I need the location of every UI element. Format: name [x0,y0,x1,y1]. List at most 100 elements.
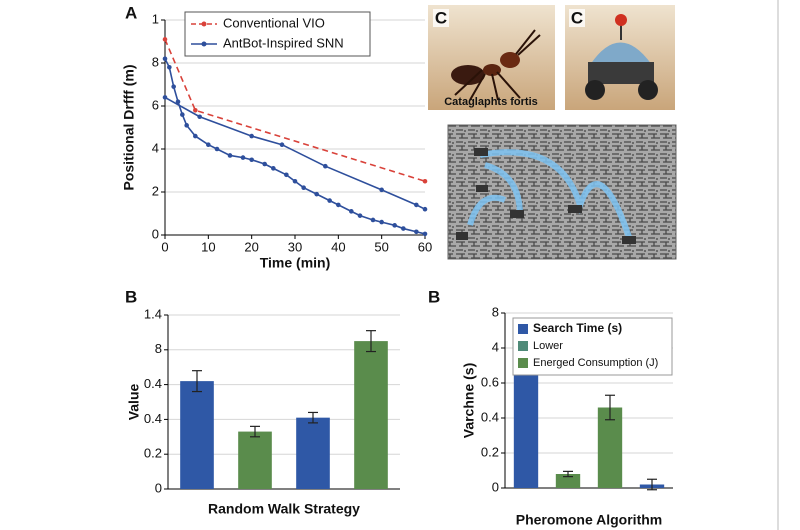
point [193,133,198,139]
point [284,172,289,178]
legend-label: Search Time (s) [533,321,622,335]
point [249,157,254,163]
bar [354,341,388,489]
y-tick-label: 1 [152,11,159,26]
y-tick-label: 4 [152,140,159,155]
point [162,95,168,100]
x-tick-label: 40 [331,239,345,254]
point [349,209,354,214]
bar [296,417,330,489]
legend-swatch [518,358,528,368]
point [249,133,254,139]
point [279,142,285,147]
x-tick-label: 0 [161,239,168,254]
x-tick-label: 10 [201,239,215,254]
x-tick-label: 20 [244,239,258,254]
panel-label: B [125,287,137,306]
series-line [164,39,426,183]
point [401,226,406,231]
point [167,65,172,70]
point [184,123,189,128]
x-tick-label: 50 [374,239,388,254]
point [180,112,185,117]
y-tick-label: 1.4 [144,306,162,321]
x-tick-label: 30 [288,239,302,254]
point [422,231,428,237]
y-tick-label: 8 [155,341,162,356]
y-tick-label: 0.2 [481,444,499,459]
point [422,206,428,212]
point [336,202,341,208]
series-line [164,96,426,210]
photo-caption: Cataglaphts fortis [444,96,538,108]
y-tick-label: 0.6 [481,374,499,389]
point [379,187,384,193]
point [392,223,397,228]
photo-label: C [571,8,583,27]
y-axis-title: Varchne (s) [461,363,477,438]
y-tick-label: 2 [152,183,159,198]
ant-photo: C Cataglaphts fortis [428,5,555,110]
legend-marker [201,41,207,47]
point [301,185,306,190]
y-axis-title: Value [126,384,142,421]
point [240,155,246,160]
point [357,213,363,218]
point [314,191,319,197]
y-tick-label: 0 [152,226,159,241]
bar [597,407,623,488]
point [193,108,198,113]
legend-marker [201,21,207,27]
point [292,178,298,184]
legend-box [512,317,673,376]
legend-label: Energed Consumption (J) [533,357,658,369]
bar [555,474,581,488]
legend-label: AntBot-Inspired SNN [223,35,344,50]
maze [447,124,677,260]
point [323,163,328,169]
robot-photo: C [565,5,675,110]
series-line [164,58,426,235]
point [175,99,181,104]
y-axis-title: Positional Drfff (m) [121,65,137,191]
bar [180,381,214,489]
y-tick-label: 0.2 [144,446,162,461]
point [206,142,211,147]
point [227,153,233,158]
legend-box [184,11,371,57]
point [271,166,276,171]
point [422,178,428,184]
point [414,229,419,235]
point [162,56,168,61]
y-tick-label: 0.4 [144,411,162,426]
point [171,84,176,89]
y-tick-label: 4 [492,339,499,354]
point [214,146,220,152]
point [414,202,419,208]
point [327,198,332,203]
x-tick-label: 60 [418,239,432,254]
point [162,37,168,42]
x-axis-title: Random Walk Strategy [208,501,360,517]
x-axis-title: Time (min) [260,255,331,271]
bar [238,431,272,489]
y-tick-label: 8 [152,54,159,69]
y-tick-label: 0 [155,480,162,495]
panel-label: B [428,287,440,306]
legend-swatch [518,324,528,334]
y-tick-label: 8 [492,304,499,319]
legend-swatch [518,341,528,351]
point [370,217,376,223]
y-tick-label: 6 [152,97,159,112]
point [379,219,384,225]
y-tick-label: 0.4 [144,376,162,391]
panel-label: A [125,3,137,22]
point [262,161,267,167]
x-axis-title: Pheromone Algorithm [516,512,663,528]
photo-label: C [435,8,447,27]
point [197,114,202,120]
y-tick-label: 0 [492,479,499,494]
legend-label: Lower [533,340,563,352]
y-tick-label: 0.4 [481,409,499,424]
